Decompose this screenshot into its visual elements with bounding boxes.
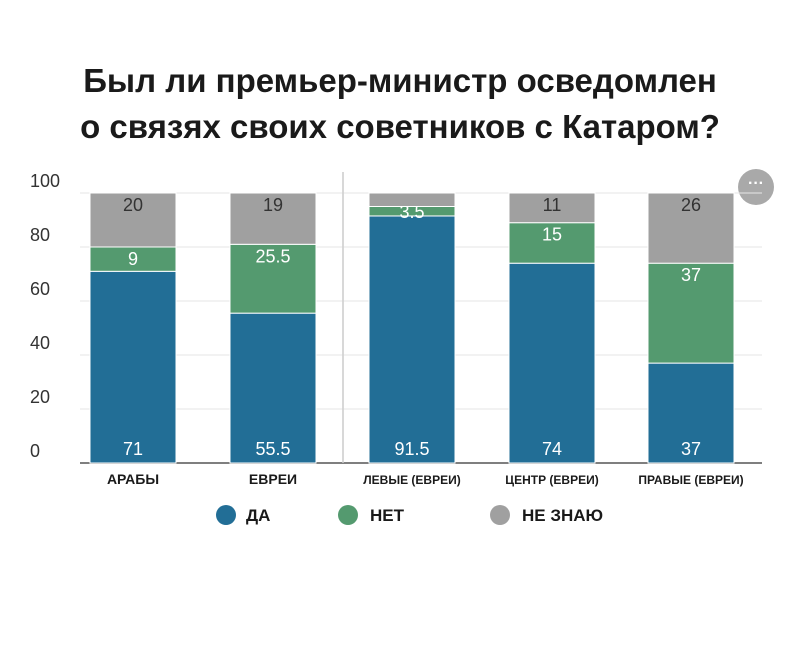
- data-label: 55.5: [255, 439, 290, 459]
- legend-marker: [338, 505, 358, 525]
- bar-segment: [508, 262, 596, 464]
- bar-segment: [229, 192, 317, 245]
- bar-segment: [89, 192, 177, 248]
- bar-segment: [229, 312, 317, 464]
- bar-segment: [508, 222, 596, 264]
- bar-segment: [89, 246, 177, 272]
- legend: ДА НЕТ НЕ ЗНАЮ: [216, 505, 603, 525]
- bar-segment: [647, 262, 735, 364]
- data-label: 15: [542, 225, 562, 245]
- bar-segment: [647, 192, 735, 264]
- data-label: 25.5: [255, 246, 290, 266]
- data-label: 9: [128, 249, 138, 269]
- y-tick-label: 20: [30, 387, 50, 407]
- data-label: 19: [263, 195, 283, 215]
- more-options-button[interactable]: ···: [738, 169, 774, 205]
- data-label: 37: [681, 439, 701, 459]
- legend-marker: [216, 505, 236, 525]
- y-tick-label: 0: [30, 441, 40, 461]
- data-label: 11: [543, 195, 562, 215]
- legend-label: НЕТ: [370, 506, 405, 525]
- bar-segment: [647, 362, 735, 464]
- bar-segment: [368, 215, 456, 464]
- chart-title-line-2: о связях своих советников с Катаром?: [80, 108, 720, 145]
- x-axis: АРАБЫ ЕВРЕИ ЛЕВЫЕ (ЕВРЕИ) ЦЕНТР (ЕВРЕИ) ПРАВ…: [107, 471, 744, 487]
- x-category-label: ЕВРЕИ: [249, 471, 297, 487]
- y-tick-label: 80: [30, 225, 50, 245]
- data-label: 74: [542, 439, 562, 459]
- legend-label: ДА: [246, 506, 270, 525]
- x-category-label: ПРАВЫЕ (ЕВРЕИ): [638, 473, 743, 487]
- bars: 71 9 20 55.5 25.5 19 91.5 3.5 74 15 11 37 37 26: [89, 192, 735, 464]
- bar-segment: [368, 192, 456, 207]
- y-tick-label: 40: [30, 333, 50, 353]
- data-label: 20: [123, 195, 143, 215]
- data-label: 91.5: [394, 439, 429, 459]
- data-label: 26: [681, 195, 701, 215]
- legend-marker: [490, 505, 510, 525]
- y-tick-label: 60: [30, 279, 50, 299]
- y-tick-label: 100: [30, 171, 60, 191]
- x-category-label: ЦЕНТР (ЕВРЕИ): [505, 473, 598, 487]
- x-category-label: ЛЕВЫЕ (ЕВРЕИ): [363, 473, 460, 487]
- y-axis: 0 20 40 60 80 100: [30, 171, 60, 461]
- legend-label: НЕ ЗНАЮ: [522, 506, 603, 525]
- data-label: 3.5: [399, 202, 424, 222]
- data-label: 71: [123, 439, 143, 459]
- x-category-label: АРАБЫ: [107, 471, 159, 487]
- bar-segment: [89, 270, 177, 464]
- data-label: 37: [681, 265, 701, 285]
- bar-segment: [508, 192, 596, 224]
- chart-title-line-1: Был ли премьер-министр осведомлен: [83, 62, 717, 99]
